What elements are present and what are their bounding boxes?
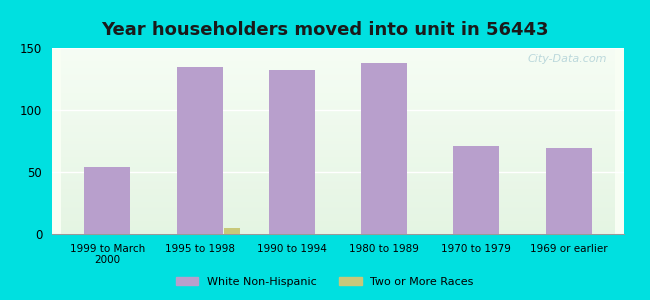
Bar [545,148,592,234]
Bar [84,167,131,234]
Text: City-Data.com: City-Data.com [527,54,607,64]
Bar [177,67,223,234]
Bar [453,146,499,234]
Bar [224,228,240,234]
Text: Year householders moved into unit in 56443: Year householders moved into unit in 564… [101,21,549,39]
Bar [361,63,407,234]
Bar [269,70,315,234]
Legend: White Non-Hispanic, Two or More Races: White Non-Hispanic, Two or More Races [172,273,478,291]
